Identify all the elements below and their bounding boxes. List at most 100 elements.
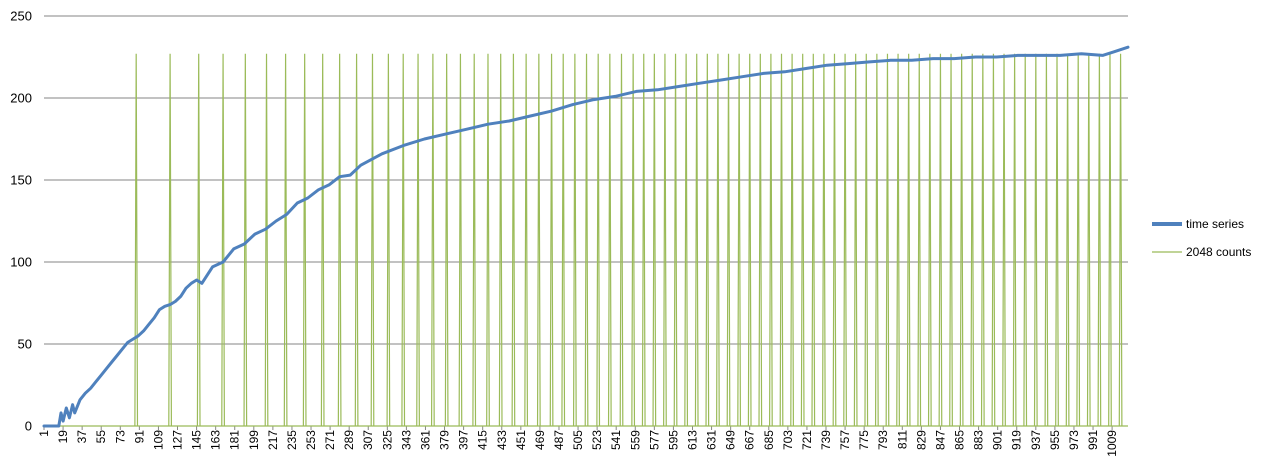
- x-tick-label: 91: [132, 430, 146, 444]
- spike: [737, 53, 742, 427]
- spike: [811, 53, 816, 427]
- spike: [472, 53, 477, 427]
- x-tick-label: 793: [876, 430, 890, 450]
- x-tick-label: 127: [171, 430, 185, 450]
- spike: [430, 53, 435, 427]
- x-tick-label: 577: [647, 430, 661, 450]
- spike: [416, 53, 420, 427]
- x-tick-label: 901: [991, 430, 1005, 450]
- series-line-time-series: [42, 45, 1130, 428]
- spike: [673, 53, 678, 427]
- x-tick-label: 235: [285, 430, 299, 450]
- x-tick-label: 1: [37, 430, 51, 437]
- spike: [864, 53, 869, 427]
- x-tick-label: 685: [762, 430, 776, 450]
- spike: [970, 53, 975, 427]
- spike: [927, 53, 932, 427]
- spike: [991, 53, 996, 427]
- x-tick-label: 289: [342, 430, 356, 450]
- spike: [619, 53, 624, 427]
- spike: [444, 53, 449, 427]
- x-tick-label: 469: [533, 430, 547, 450]
- spike: [959, 53, 964, 427]
- x-tick-label: 739: [819, 430, 833, 450]
- spike: [386, 53, 391, 427]
- spike: [1044, 53, 1049, 427]
- spike: [1118, 53, 1123, 427]
- x-tick-label: 343: [399, 430, 413, 450]
- spike: [572, 53, 577, 427]
- series-time-series: [42, 45, 1130, 428]
- spike: [885, 53, 890, 427]
- spike: [401, 53, 406, 427]
- x-tick-label: 919: [1010, 430, 1024, 450]
- x-tick-labels: 1 19 37 55 73 91 109 127 145 163 181 199 217 235 253 27…: [37, 430, 1119, 457]
- x-tick-label: 19: [56, 430, 70, 444]
- spike: [747, 53, 752, 427]
- spike: [584, 53, 589, 427]
- x-tick-label: 73: [113, 430, 127, 444]
- x-tick-label: 865: [953, 430, 967, 450]
- spike: [769, 53, 773, 427]
- spike: [938, 53, 943, 427]
- x-tick-label: 559: [628, 430, 642, 450]
- x-tick-label: 613: [685, 430, 699, 450]
- x-tick-label: 757: [838, 430, 852, 450]
- y-tick-label: 50: [18, 337, 32, 352]
- spike: [536, 53, 541, 427]
- spike: [1065, 53, 1070, 427]
- y-tick-label: 0: [25, 419, 32, 434]
- spike: [498, 53, 503, 427]
- spike: [607, 53, 612, 427]
- spike: [561, 53, 566, 427]
- spike: [458, 53, 463, 427]
- spike: [283, 53, 288, 427]
- spike: [1002, 53, 1006, 427]
- spike: [853, 53, 858, 427]
- spike: [641, 53, 646, 427]
- spike: [896, 53, 900, 427]
- spike: [949, 53, 953, 427]
- spike: [716, 53, 720, 427]
- x-tick-label: 505: [571, 430, 585, 450]
- x-tick-label: 325: [380, 430, 394, 450]
- spike: [694, 53, 699, 427]
- spike: [168, 53, 172, 427]
- x-tick-label: 667: [743, 430, 757, 450]
- spike: [1076, 53, 1081, 427]
- x-tick-label: 1009: [1105, 430, 1119, 457]
- x-tick-label: 433: [495, 430, 509, 450]
- x-tick-label: 775: [857, 430, 871, 450]
- x-tick-label: 415: [476, 430, 490, 450]
- x-tick-label: 307: [361, 430, 375, 450]
- spike: [196, 53, 201, 427]
- x-tick-label: 163: [209, 430, 223, 450]
- spike: [874, 53, 879, 427]
- spike: [832, 53, 837, 427]
- x-tick-label: 847: [933, 430, 947, 450]
- spike: [302, 53, 307, 427]
- x-tick-label: 55: [94, 430, 108, 444]
- x-tick-label: 937: [1029, 430, 1043, 450]
- spike: [652, 53, 657, 427]
- x-tick-label: 811: [895, 430, 909, 449]
- spike: [663, 53, 667, 427]
- x-tick-label: 199: [247, 430, 261, 450]
- spike: [370, 53, 375, 427]
- x-tick-label: 649: [724, 430, 738, 450]
- x-tick-label: 883: [972, 430, 986, 450]
- y-tick-labels: 0 50 100 150 200 250: [10, 9, 32, 434]
- spike: [726, 53, 731, 427]
- spike: [821, 53, 826, 427]
- spike: [1023, 53, 1028, 427]
- x-tick-label: 955: [1048, 430, 1062, 450]
- spike: [705, 53, 710, 427]
- x-tick-label: 721: [800, 430, 814, 450]
- y-tick-label: 200: [10, 91, 32, 106]
- spike: [790, 53, 794, 427]
- x-tick-label: 991: [1086, 430, 1100, 450]
- spike: [1012, 53, 1017, 427]
- x-tick-label: 181: [228, 430, 242, 450]
- y-tick-label: 100: [10, 255, 32, 270]
- spike: [134, 53, 139, 427]
